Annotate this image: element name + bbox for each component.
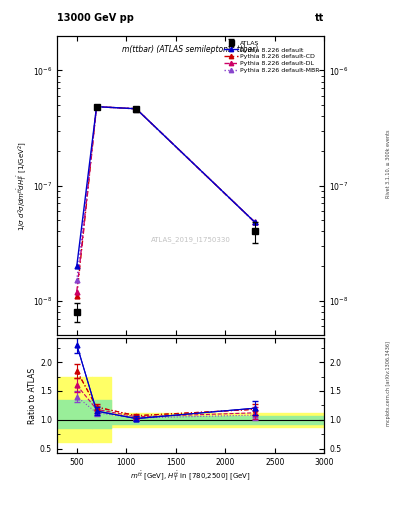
Line: Pythia 8.226 default-DL: Pythia 8.226 default-DL — [74, 104, 257, 294]
Text: ATLAS_2019_I1750330: ATLAS_2019_I1750330 — [151, 236, 231, 243]
Text: m(ttbar) (ATLAS semileptonic ttbar): m(ttbar) (ATLAS semileptonic ttbar) — [122, 45, 259, 54]
Pythia 8.226 default-DL — [94, 103, 99, 110]
Line: Pythia 8.226 default: Pythia 8.226 default — [74, 104, 257, 268]
Line: Pythia 8.226 default-MBR: Pythia 8.226 default-MBR — [74, 104, 257, 283]
Pythia 8.226 default — [134, 105, 138, 112]
Pythia 8.226 default — [74, 263, 79, 269]
Pythia 8.226 default-DL — [134, 105, 138, 112]
Text: mcplots.cern.ch [arXiv:1306.3436]: mcplots.cern.ch [arXiv:1306.3436] — [386, 342, 391, 426]
Y-axis label: Ratio to ATLAS: Ratio to ATLAS — [28, 368, 37, 423]
Text: tt: tt — [315, 13, 324, 23]
Pythia 8.226 default-MBR — [94, 103, 99, 110]
Pythia 8.226 default — [94, 103, 99, 110]
X-axis label: $m^{t\bar{t}}$ [GeV], $H_T^{t\bar{t}}$ in [780,2500] [GeV]: $m^{t\bar{t}}$ [GeV], $H_T^{t\bar{t}}$ i… — [130, 470, 251, 484]
Y-axis label: $1/\sigma\ d^2\!\sigma/dm^{t\bar{t}}\!dH_T^{t\bar{t}}\ \mathregular{[1/GeV^2]}$: $1/\sigma\ d^2\!\sigma/dm^{t\bar{t}}\!dH… — [16, 141, 30, 230]
Pythia 8.226 default-MBR — [74, 278, 79, 284]
Pythia 8.226 default-CD — [253, 219, 257, 225]
Text: Rivet 3.1.10, ≥ 300k events: Rivet 3.1.10, ≥ 300k events — [386, 130, 391, 198]
Pythia 8.226 default-DL — [253, 219, 257, 225]
Pythia 8.226 default-CD — [94, 103, 99, 110]
Pythia 8.226 default — [253, 219, 257, 225]
Pythia 8.226 default-CD — [74, 293, 79, 299]
Pythia 8.226 default-MBR — [134, 105, 138, 112]
Text: 13000 GeV pp: 13000 GeV pp — [57, 13, 134, 23]
Line: Pythia 8.226 default-CD: Pythia 8.226 default-CD — [74, 104, 257, 298]
Pythia 8.226 default-CD — [134, 105, 138, 112]
Legend: ATLAS, Pythia 8.226 default, Pythia 8.226 default-CD, Pythia 8.226 default-DL, P: ATLAS, Pythia 8.226 default, Pythia 8.22… — [223, 39, 321, 75]
Pythia 8.226 default-DL — [74, 289, 79, 295]
Pythia 8.226 default-MBR — [253, 219, 257, 225]
